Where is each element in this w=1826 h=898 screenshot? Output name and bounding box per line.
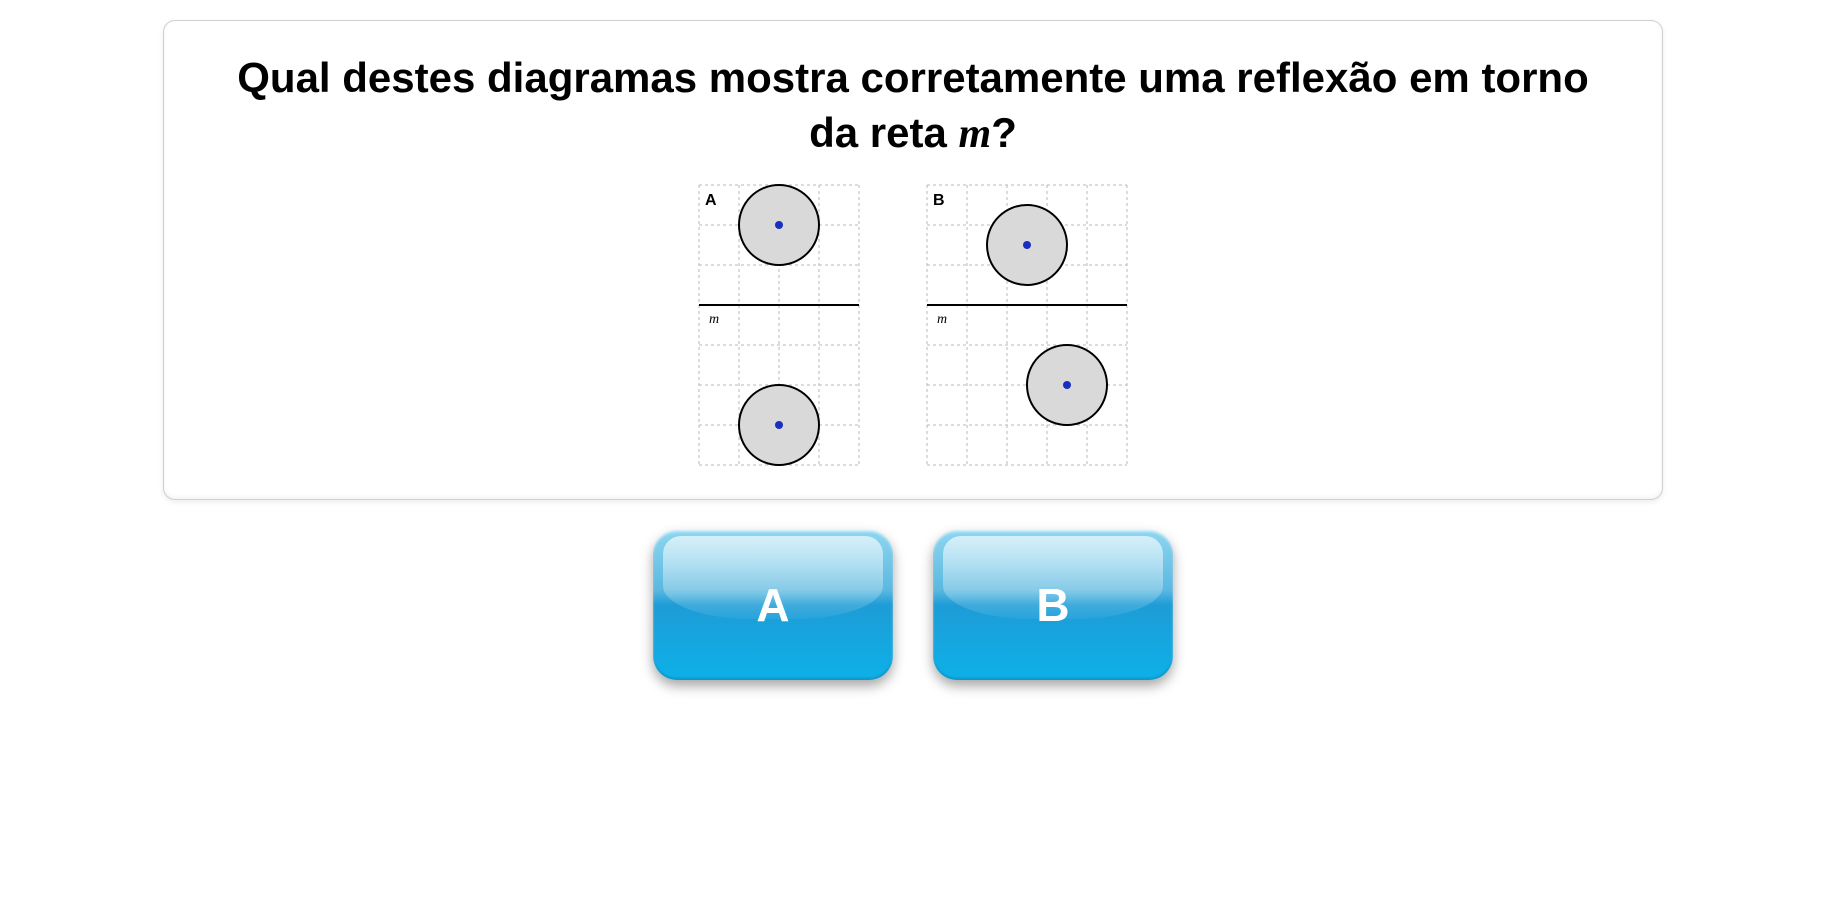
question-card: Qual destes diagramas mostra corretament… <box>163 20 1663 500</box>
mirror-line-label: m <box>709 312 719 327</box>
diagram-label: B <box>933 192 945 209</box>
circle-center-1 <box>775 421 783 429</box>
question-text: Qual destes diagramas mostra corretament… <box>224 51 1602 161</box>
answer-button-label: B <box>1036 578 1069 632</box>
question-variable: m <box>959 111 992 157</box>
circle-center-1 <box>1063 381 1071 389</box>
diagram-label: A <box>705 192 717 209</box>
answer-button-A[interactable]: A <box>653 530 893 680</box>
question-text-before: Qual destes diagramas mostra corretament… <box>237 54 1589 156</box>
answers-row: AB <box>653 530 1173 680</box>
circle-center-0 <box>775 221 783 229</box>
mirror-line-label: m <box>937 312 947 327</box>
answer-button-B[interactable]: B <box>933 530 1173 680</box>
question-text-after: ? <box>991 109 1017 156</box>
answer-button-label: A <box>756 578 789 632</box>
circle-center-0 <box>1023 241 1031 249</box>
diagram-A: Am <box>695 181 863 469</box>
diagrams-row: AmBm <box>224 181 1602 469</box>
diagram-B: Bm <box>923 181 1131 469</box>
